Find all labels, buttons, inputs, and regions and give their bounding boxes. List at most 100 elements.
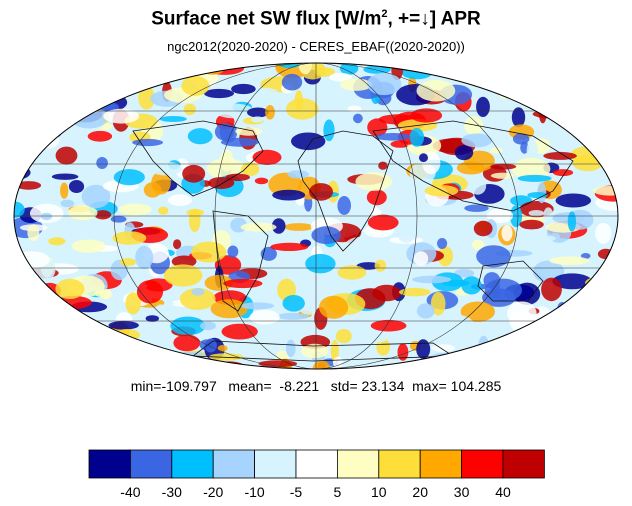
flux-patch	[96, 157, 108, 169]
flux-patch	[460, 301, 495, 322]
flux-patch	[240, 302, 275, 310]
flux-patch	[171, 255, 197, 268]
colorbar-box	[336, 449, 380, 479]
flux-patch	[597, 274, 618, 287]
flux-patch	[287, 170, 309, 179]
flux-patch	[220, 137, 259, 147]
flux-patch	[149, 161, 183, 176]
graticule	[14, 63, 618, 369]
flux-patch	[96, 334, 109, 353]
colorbar-tick-label: 40	[495, 484, 511, 499]
flux-patch	[14, 93, 32, 109]
flux-patch	[252, 149, 282, 165]
flux-patch	[574, 85, 595, 93]
flux-patch	[76, 87, 112, 109]
flux-patch	[48, 237, 66, 246]
flux-patch	[578, 126, 617, 150]
flux-patch	[249, 309, 280, 325]
flux-patch	[478, 335, 489, 357]
flux-patch	[145, 315, 159, 322]
flux-patch	[584, 82, 609, 105]
flux-patch	[372, 330, 388, 343]
flux-patch	[356, 164, 385, 172]
flux-patch	[416, 303, 435, 319]
flux-patch	[71, 63, 106, 69]
flux-patch	[490, 147, 503, 154]
flux-patch	[490, 280, 500, 298]
flux-patch	[528, 351, 542, 369]
flux-patch	[367, 72, 402, 96]
flux-patch	[476, 96, 490, 117]
flux-patch	[585, 126, 610, 142]
flux-patch	[580, 253, 591, 259]
flux-patch	[367, 118, 388, 137]
flux-patch	[337, 265, 367, 280]
colorbar-box	[461, 449, 504, 479]
flux-patch	[98, 332, 124, 347]
flux-patch	[65, 92, 75, 113]
colorbar-box	[295, 449, 338, 479]
flux-patch	[173, 351, 207, 360]
flux-patch	[527, 192, 548, 199]
flux-patch	[14, 65, 51, 76]
flux-patch	[593, 186, 618, 196]
flux-patch	[484, 361, 497, 369]
flux-patch	[23, 90, 53, 109]
flux-patch	[572, 155, 603, 172]
flux-patch	[49, 299, 64, 322]
colorbar-tick-label: -30	[162, 484, 182, 499]
flux-patch	[27, 224, 40, 242]
flux-patch	[100, 64, 139, 89]
flux-patch	[375, 133, 411, 141]
flux-patch	[461, 133, 493, 148]
flux-patch	[590, 63, 618, 83]
flux-patch	[574, 103, 592, 113]
flux-patch	[355, 172, 393, 191]
flux-patch	[271, 218, 286, 234]
flux-patch	[138, 63, 167, 69]
statistics-line: min=-109.797 mean= -8.221 std= 23.134 ma…	[130, 378, 502, 394]
flux-patch	[477, 63, 511, 73]
flux-patch	[490, 172, 515, 179]
flux-patch	[528, 210, 544, 217]
flux-patch	[118, 203, 152, 216]
flux-patch	[579, 303, 618, 314]
colorbar-box	[130, 449, 173, 479]
flux-patch	[14, 306, 35, 321]
flux-patch	[372, 284, 402, 302]
flux-patch	[374, 259, 387, 272]
flux-patch	[62, 91, 94, 113]
flux-patch	[108, 320, 139, 330]
colorbar-tick-label: -5	[290, 484, 303, 499]
flux-patch	[511, 63, 532, 78]
flux-patch	[55, 278, 85, 299]
flux-patch	[286, 321, 298, 337]
flux-patch	[125, 292, 141, 315]
flux-patch	[251, 116, 264, 123]
flux-patch	[119, 258, 136, 267]
flux-patch	[286, 339, 296, 357]
flux-patch	[112, 231, 147, 245]
colorbar-tick-label: 10	[371, 484, 387, 499]
flux-patch	[191, 241, 227, 263]
flux-patch	[45, 67, 82, 91]
flux-patch	[241, 162, 260, 176]
flux-patch	[217, 345, 228, 352]
colorbar-tick-label: -10	[244, 484, 264, 499]
flux-patch	[552, 88, 584, 107]
flux-patch	[105, 72, 142, 82]
flux-patch	[291, 132, 326, 151]
flux-patch	[430, 291, 446, 316]
flux-patch	[14, 148, 24, 170]
flux-patch	[235, 127, 263, 136]
flux-patch	[397, 227, 416, 243]
flux-patch	[366, 189, 387, 206]
flux-patch	[173, 334, 201, 352]
flux-patch	[607, 122, 618, 137]
flux-patch	[214, 123, 235, 141]
flux-patch	[18, 338, 59, 348]
colorbar-box	[378, 449, 421, 479]
colorbar-box	[212, 449, 255, 479]
flux-patch	[595, 222, 612, 244]
flux-patch	[60, 182, 69, 199]
